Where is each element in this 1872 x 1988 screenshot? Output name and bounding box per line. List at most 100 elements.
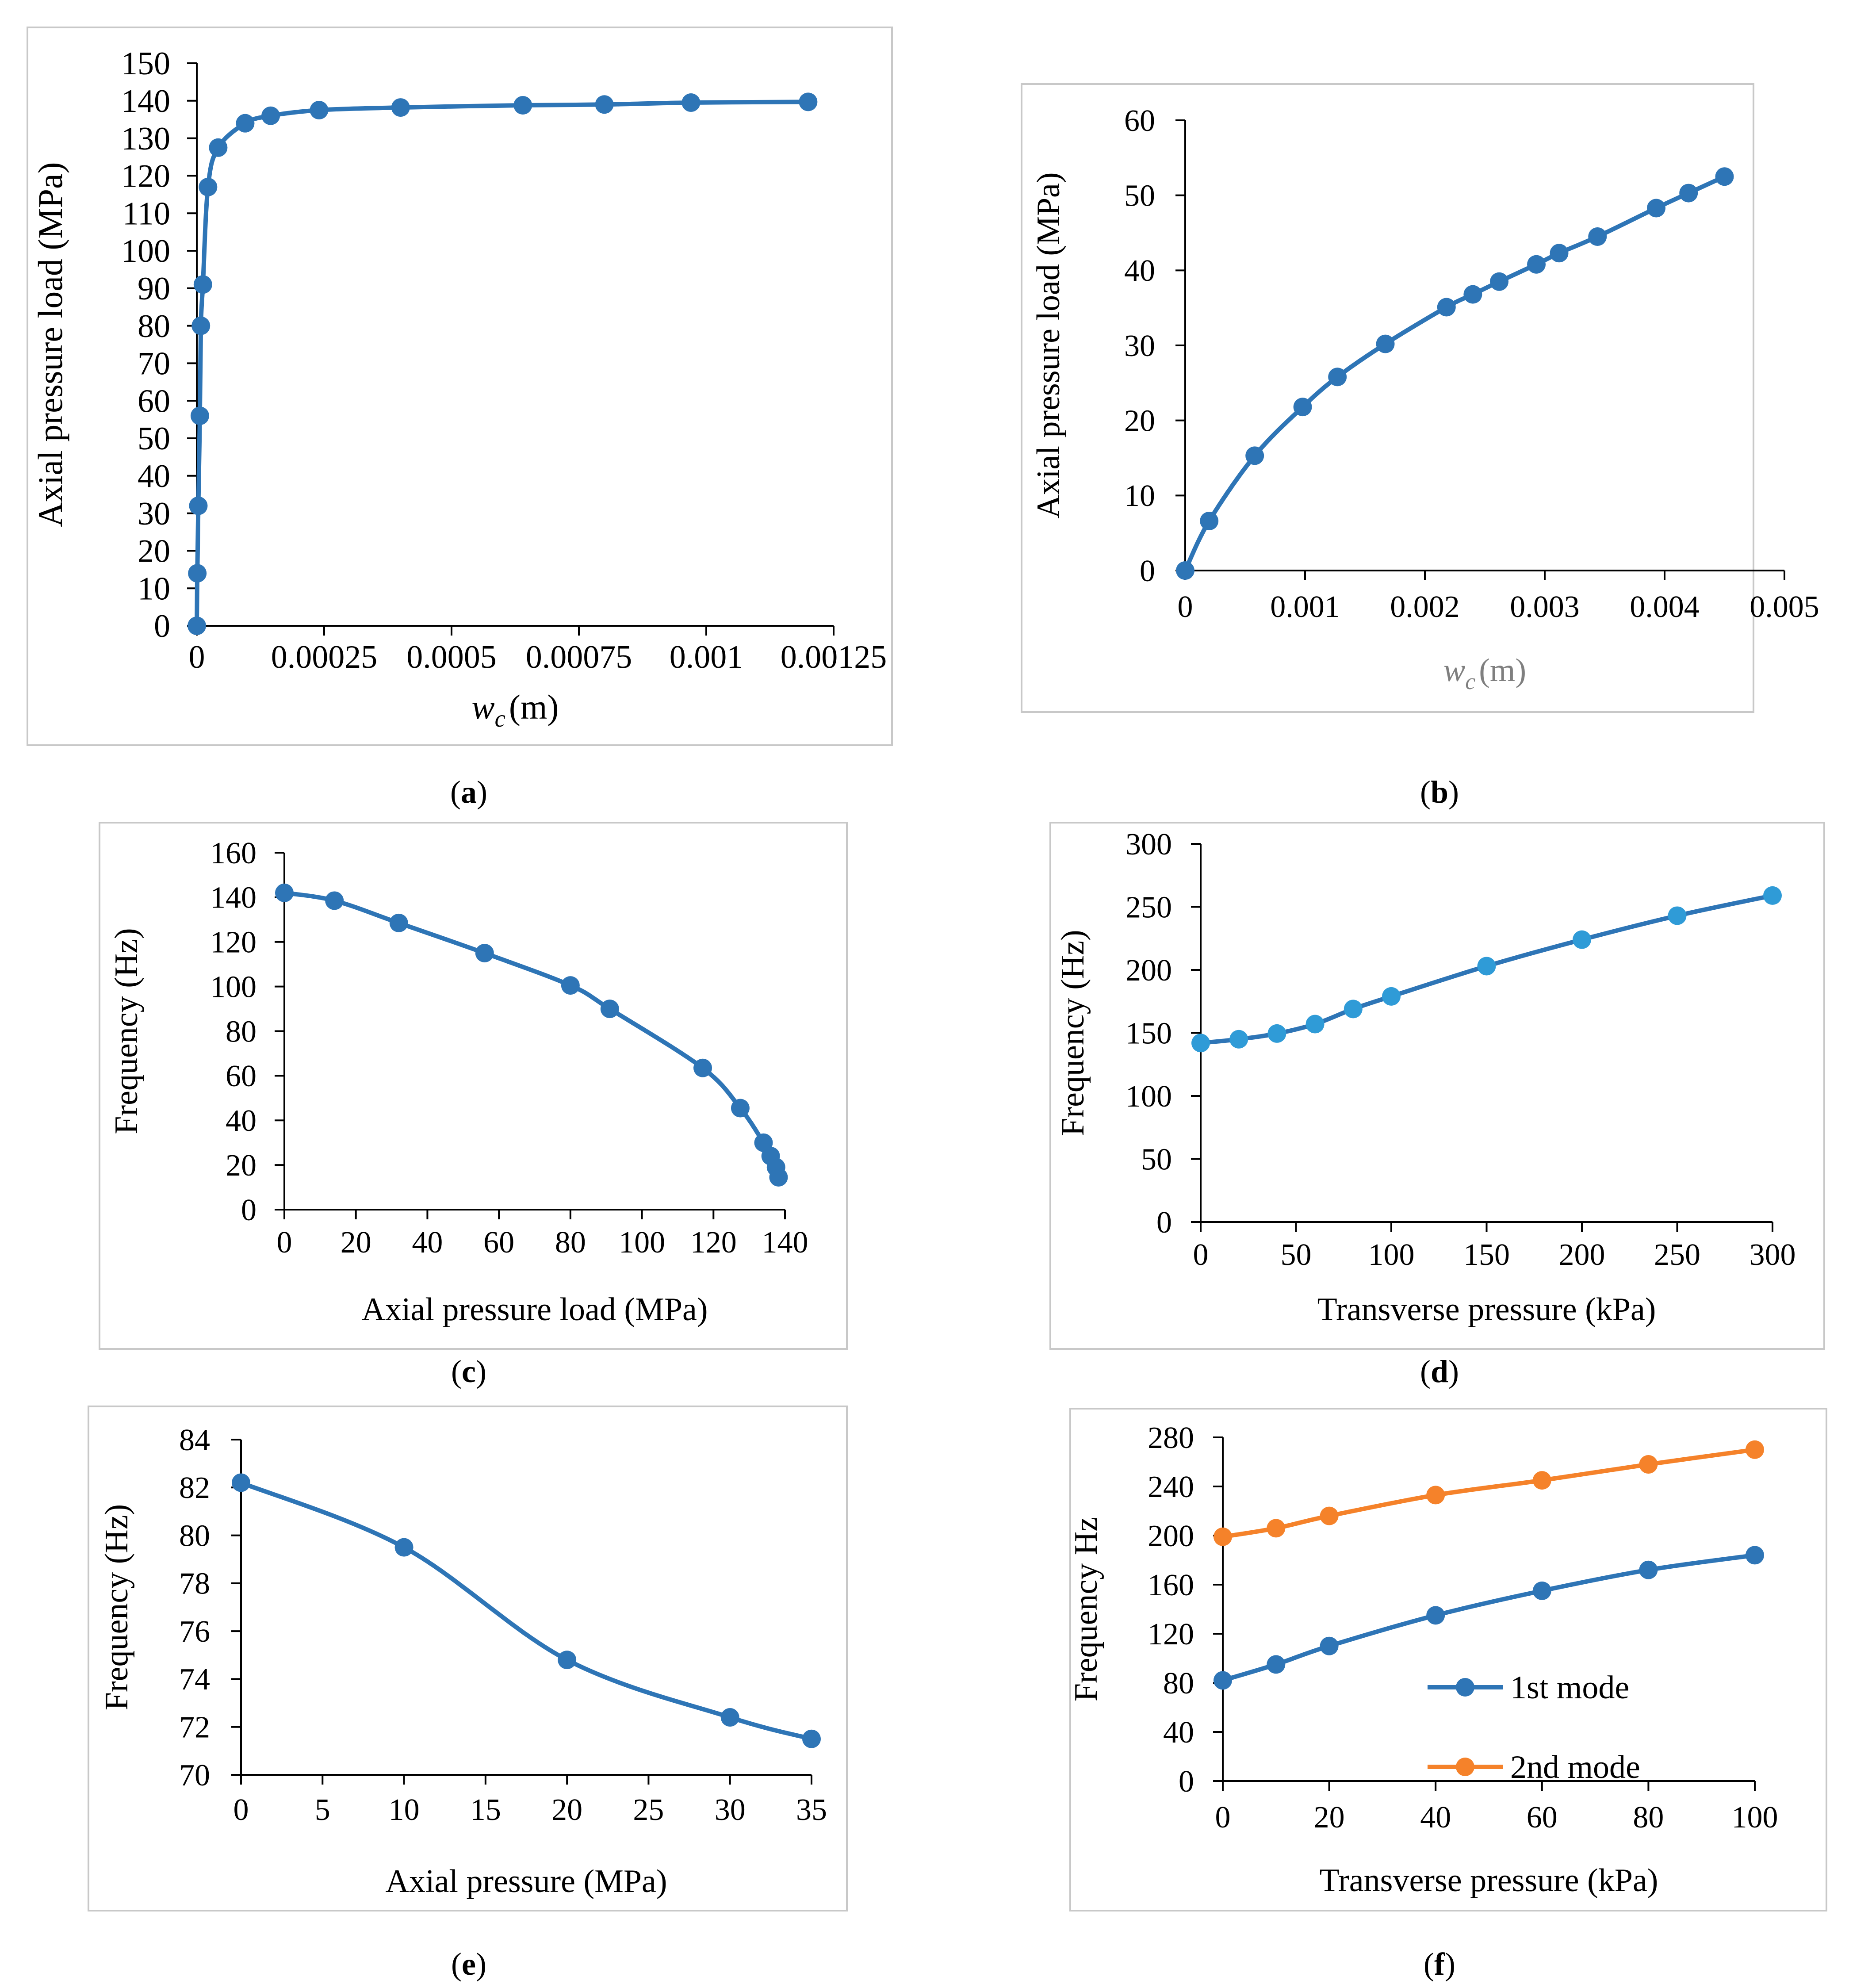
y-tick-label: 140: [121, 83, 170, 119]
data-point: [1229, 1030, 1248, 1049]
panel-d-frame: [1049, 822, 1825, 1350]
y-tick-label: 120: [210, 926, 256, 960]
x-tick-label: 0.002: [1390, 590, 1460, 624]
panel-label-f: (f): [1424, 1946, 1455, 1982]
x-tick-label: 35: [796, 1793, 827, 1827]
y-tick-label: 30: [138, 496, 170, 532]
data-point: [595, 95, 614, 114]
data-point: [1267, 1519, 1286, 1538]
data-point: [310, 101, 329, 119]
y-tick-label: 70: [138, 346, 170, 382]
x-tick-label: 0: [189, 639, 205, 675]
y-tick-label: 60: [1124, 104, 1155, 138]
y-tick-label: 250: [1125, 890, 1172, 924]
panel-label-letter: f: [1434, 1946, 1445, 1982]
data-point: [1668, 906, 1687, 925]
data-point: [1200, 512, 1219, 531]
y-tick-label: 30: [1124, 329, 1155, 363]
y-tick-label: 0: [154, 608, 170, 644]
data-point: [188, 564, 207, 583]
y-tick-label: 20: [138, 533, 170, 570]
data-point: [1267, 1024, 1286, 1043]
panel-label-letter: e: [462, 1946, 476, 1982]
data-point: [209, 138, 228, 157]
data-point: [1320, 1506, 1339, 1525]
x-tick-label: 5: [315, 1793, 330, 1827]
y-tick-label: 100: [1125, 1080, 1172, 1114]
panel-label-e: (e): [451, 1946, 486, 1982]
x-tick-label: 15: [470, 1793, 501, 1827]
panel-label-paren: (: [1420, 1354, 1431, 1389]
panel-label-c: (c): [451, 1354, 486, 1389]
x-tick-label: 0: [1193, 1238, 1209, 1272]
x-tick-label: 100: [1368, 1238, 1415, 1272]
panel-label-paren: ): [476, 1354, 486, 1389]
data-point: [1532, 1581, 1551, 1600]
panel-label-letter: b: [1431, 774, 1448, 810]
x-axis-label: Axial pressure load (MPa): [362, 1291, 708, 1328]
data-point: [1437, 298, 1456, 317]
y-tick-label: 20: [226, 1149, 256, 1183]
y-tick-label: 140: [210, 881, 256, 915]
legend-label: 2nd mode: [1510, 1749, 1640, 1785]
chart-d: 0 50 100 150 200 250 300 0 50 100 150 200 250 300 Freq…: [1055, 827, 1796, 1328]
y-tick-label: 40: [226, 1104, 256, 1138]
panel-b-frame: [1021, 83, 1754, 713]
data-point: [1426, 1486, 1445, 1505]
data-point: [1293, 398, 1312, 417]
data-point: [1305, 1015, 1325, 1034]
x-tick-label: 20: [341, 1226, 371, 1260]
data-point: [1328, 368, 1347, 387]
data-point: [190, 406, 209, 425]
panel-label-a: (a): [450, 774, 487, 810]
y-tick-label: 240: [1148, 1470, 1194, 1504]
x-tick-label: 40: [412, 1226, 443, 1260]
data-point: [1679, 184, 1698, 203]
y-axis-label: Frequency (Hz): [108, 928, 145, 1134]
data-point: [1463, 285, 1482, 304]
data-point: [1639, 1455, 1658, 1474]
data-point: [1532, 1471, 1551, 1490]
y-tick-label: 50: [138, 421, 170, 457]
panel-label-letter: d: [1431, 1354, 1448, 1389]
x-tick-label: 20: [551, 1793, 582, 1827]
panel-label-paren: ): [476, 1946, 486, 1982]
x-tick-label: 100: [619, 1226, 665, 1260]
data-point: [325, 891, 344, 910]
data-point: [193, 275, 212, 294]
y-axis-label: Frequency (Hz): [1055, 930, 1091, 1136]
x-axis-label-subscript: c: [1465, 669, 1475, 694]
y-tick-label: 0: [1140, 554, 1155, 588]
x-axis-label-unit: (m): [509, 688, 559, 726]
data-point: [802, 1729, 821, 1748]
y-tick-label: 80: [138, 308, 170, 345]
data-point: [275, 883, 294, 902]
panel-label-paren: (: [451, 1946, 462, 1982]
y-tick-label: 80: [1163, 1666, 1194, 1701]
y-tick-label: 100: [210, 970, 256, 1004]
x-tick-label: 200: [1559, 1238, 1605, 1272]
panel-label-letter: a: [461, 774, 477, 810]
x-tick-label: 0.0005: [406, 639, 497, 675]
x-tick-label: 80: [555, 1226, 586, 1260]
legend: 1st mode 2nd mode: [1428, 1670, 1640, 1785]
data-point: [1588, 227, 1607, 246]
y-tick-label: 0: [1156, 1206, 1172, 1240]
data-point: [1426, 1606, 1445, 1625]
data-point: [199, 177, 218, 196]
data-point: [561, 976, 580, 995]
y-tick-label: 84: [179, 1423, 210, 1457]
x-axis-label-symbol: w: [472, 688, 495, 726]
data-point: [1746, 1440, 1764, 1459]
x-tick-label: 100: [1732, 1800, 1778, 1835]
chart-f: 0 40 80 120 160 200 240 280 0 20 40 60 80 100 Frequenc…: [1068, 1421, 1778, 1899]
panel-label-paren: ): [1445, 1946, 1455, 1982]
panel-label-paren: (: [1424, 1946, 1434, 1982]
y-tick-label: 150: [121, 46, 170, 82]
y-tick-label: 50: [1141, 1142, 1172, 1176]
data-point: [394, 1538, 413, 1557]
y-tick-label: 70: [179, 1758, 210, 1793]
data-point: [1214, 1671, 1232, 1690]
data-point: [1647, 199, 1666, 218]
panel-label-paren: ): [477, 774, 487, 810]
